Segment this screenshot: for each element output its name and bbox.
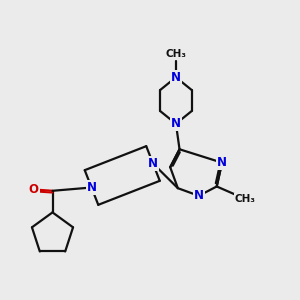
Text: CH₃: CH₃ bbox=[165, 49, 186, 59]
Text: O: O bbox=[28, 183, 39, 196]
Text: N: N bbox=[86, 181, 97, 194]
Text: N: N bbox=[194, 189, 204, 202]
Text: N: N bbox=[148, 157, 158, 170]
Text: N: N bbox=[171, 71, 181, 84]
Text: N: N bbox=[171, 117, 181, 130]
Text: N: N bbox=[217, 156, 227, 169]
Text: CH₃: CH₃ bbox=[235, 194, 256, 204]
